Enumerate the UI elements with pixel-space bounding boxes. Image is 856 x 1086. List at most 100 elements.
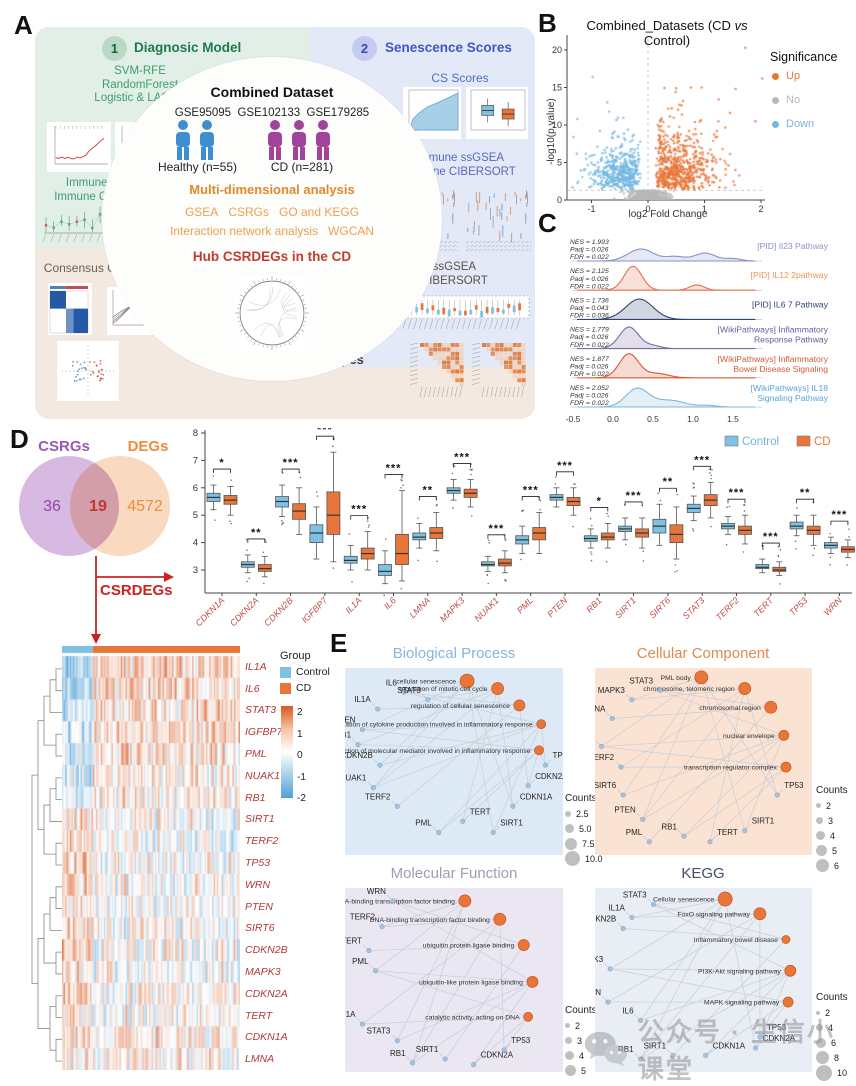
box (379, 565, 392, 576)
significance-stars: *** (454, 452, 470, 464)
panel-a-letter: A (14, 10, 33, 41)
network-graph-mf: RNA polymerase II-specific DNA-binding t… (345, 888, 563, 1072)
cohort-person-icons (135, 117, 395, 165)
pca-scatter-thumbnail (57, 341, 119, 401)
gene-label: PTEN (345, 716, 356, 725)
term-label: chromosomal region (699, 705, 761, 712)
heatmap-row-label: CDKN1A (245, 1031, 288, 1043)
heatmap-row-label: IL6 (245, 683, 260, 695)
heatmap-row-label: WRN (245, 879, 270, 891)
heatmap-row-label: CDKN2B (245, 944, 288, 956)
significance-stars: *** (386, 463, 402, 475)
ridge-stat-nes: NES = 1.993 (570, 239, 609, 246)
gene-label: TERF2 (595, 753, 615, 762)
venn-right-count: 4572 (120, 498, 170, 516)
box (327, 492, 340, 534)
box (481, 562, 494, 566)
person-icon (268, 120, 282, 160)
cs-scores-label: CS Scores (400, 71, 520, 85)
term-node (781, 762, 791, 772)
significance-stars: *** (763, 531, 779, 543)
gene-label: TERT (717, 828, 738, 837)
count-dot-icon (565, 1065, 576, 1076)
combined-dataset-title: Combined Dataset (172, 84, 372, 100)
person-icon (292, 120, 306, 160)
gene-label: TP53 (784, 781, 804, 790)
ridge-stat-padj: Padj = 0.026 (570, 363, 609, 370)
significance-stars: * (597, 495, 602, 507)
network-edge (413, 919, 500, 1063)
ridge-pathway-label: [PID] Il23 Pathway (757, 241, 828, 251)
boxplot-ytick: 3 (193, 565, 198, 576)
network-edge (380, 724, 541, 765)
legend-dot-icon (772, 97, 779, 104)
box (258, 565, 271, 572)
gene-label: TERT (345, 937, 362, 946)
legend-cd-label: CD (814, 436, 831, 448)
count-dot-icon (816, 831, 825, 840)
term-label: FoxO signaling pathway (677, 911, 750, 918)
boxplot-ytick: 5 (193, 510, 198, 521)
heatmap-row-label: LMNA (245, 1053, 274, 1065)
count-dot-icon (565, 1023, 570, 1028)
significance-stars: *** (488, 523, 504, 535)
boxplot-gene-label: TP53 (787, 595, 809, 617)
term-label: regulation of cytokine production involv… (345, 722, 533, 729)
ridge-stat-nes: NES = 2.125 (570, 268, 609, 275)
network-edge (362, 919, 499, 1024)
panel-d-letter: D (10, 424, 29, 455)
network-edge (397, 982, 532, 1041)
gene-label: TP53 (553, 751, 563, 760)
gene-label: PML (352, 957, 369, 966)
volcano-ytick: 5 (557, 158, 562, 168)
term-label: catalytic activity, acting on DNA (425, 1014, 520, 1021)
count-dot-icon (565, 824, 574, 833)
term-node (527, 976, 538, 987)
expression-heatmap (62, 646, 240, 1070)
term-node (783, 997, 793, 1007)
box (773, 567, 786, 571)
boxplot-gene-label: IGFBP7 (300, 595, 330, 625)
ridge-stat-nes: NES = 1.736 (570, 297, 609, 304)
ridge-pathway-label: Bowel Disease Signaling (733, 364, 828, 374)
term-node (695, 671, 708, 684)
significance-stars: *** (557, 460, 573, 472)
gene-label: MAPK3 (595, 955, 604, 964)
network-edge (393, 901, 533, 982)
term-label: MAPK signaling pathway (704, 1000, 780, 1007)
boxplot-ytick: 8 (193, 428, 198, 439)
network-edge (493, 724, 541, 832)
cd-swatch (280, 683, 291, 694)
term-label: PML body (660, 675, 691, 682)
gene-label: PML (626, 828, 643, 837)
term-node (524, 1012, 533, 1021)
counts-legend-item: 3 (816, 813, 848, 828)
term-node (782, 936, 790, 944)
ridge-stat-fdr: FDR = 0.036 (570, 313, 609, 320)
ridge-stat-fdr: FDR = 0.022 (570, 342, 609, 349)
gene-label: SIRT1 (416, 1045, 439, 1054)
person-icon (176, 120, 190, 160)
csrdegs-arrow-label: CSRDEGs (100, 582, 173, 599)
gene-label: CDKN2B (595, 914, 616, 923)
volcano-legend-title: Significance (770, 50, 837, 64)
box (413, 533, 426, 540)
ridge-pathway-label: Signaling Pathway (757, 393, 828, 403)
gene-label: CDKN2A (481, 1051, 514, 1060)
box (310, 525, 323, 543)
ridge-stat-fdr: FDR = 0.022 (570, 254, 609, 261)
boxplot-gene-label: CDKN2A (228, 595, 261, 628)
heatmap-row-label: STAT3 (245, 704, 276, 716)
box (533, 528, 546, 540)
boxplot-ytick: 7 (193, 455, 198, 466)
term-node (537, 720, 546, 729)
term-label: cellular senescence (396, 679, 456, 686)
consensus-matrix-thumbnail (48, 283, 92, 335)
gene-label: STAT3 (629, 676, 653, 685)
counts-legend-item: 6 (816, 858, 848, 873)
gene-label: CDKN1A (345, 1010, 356, 1019)
volcano-xlabel: log2 Fold Change (598, 209, 738, 220)
gene-label: TERF2 (365, 792, 391, 801)
